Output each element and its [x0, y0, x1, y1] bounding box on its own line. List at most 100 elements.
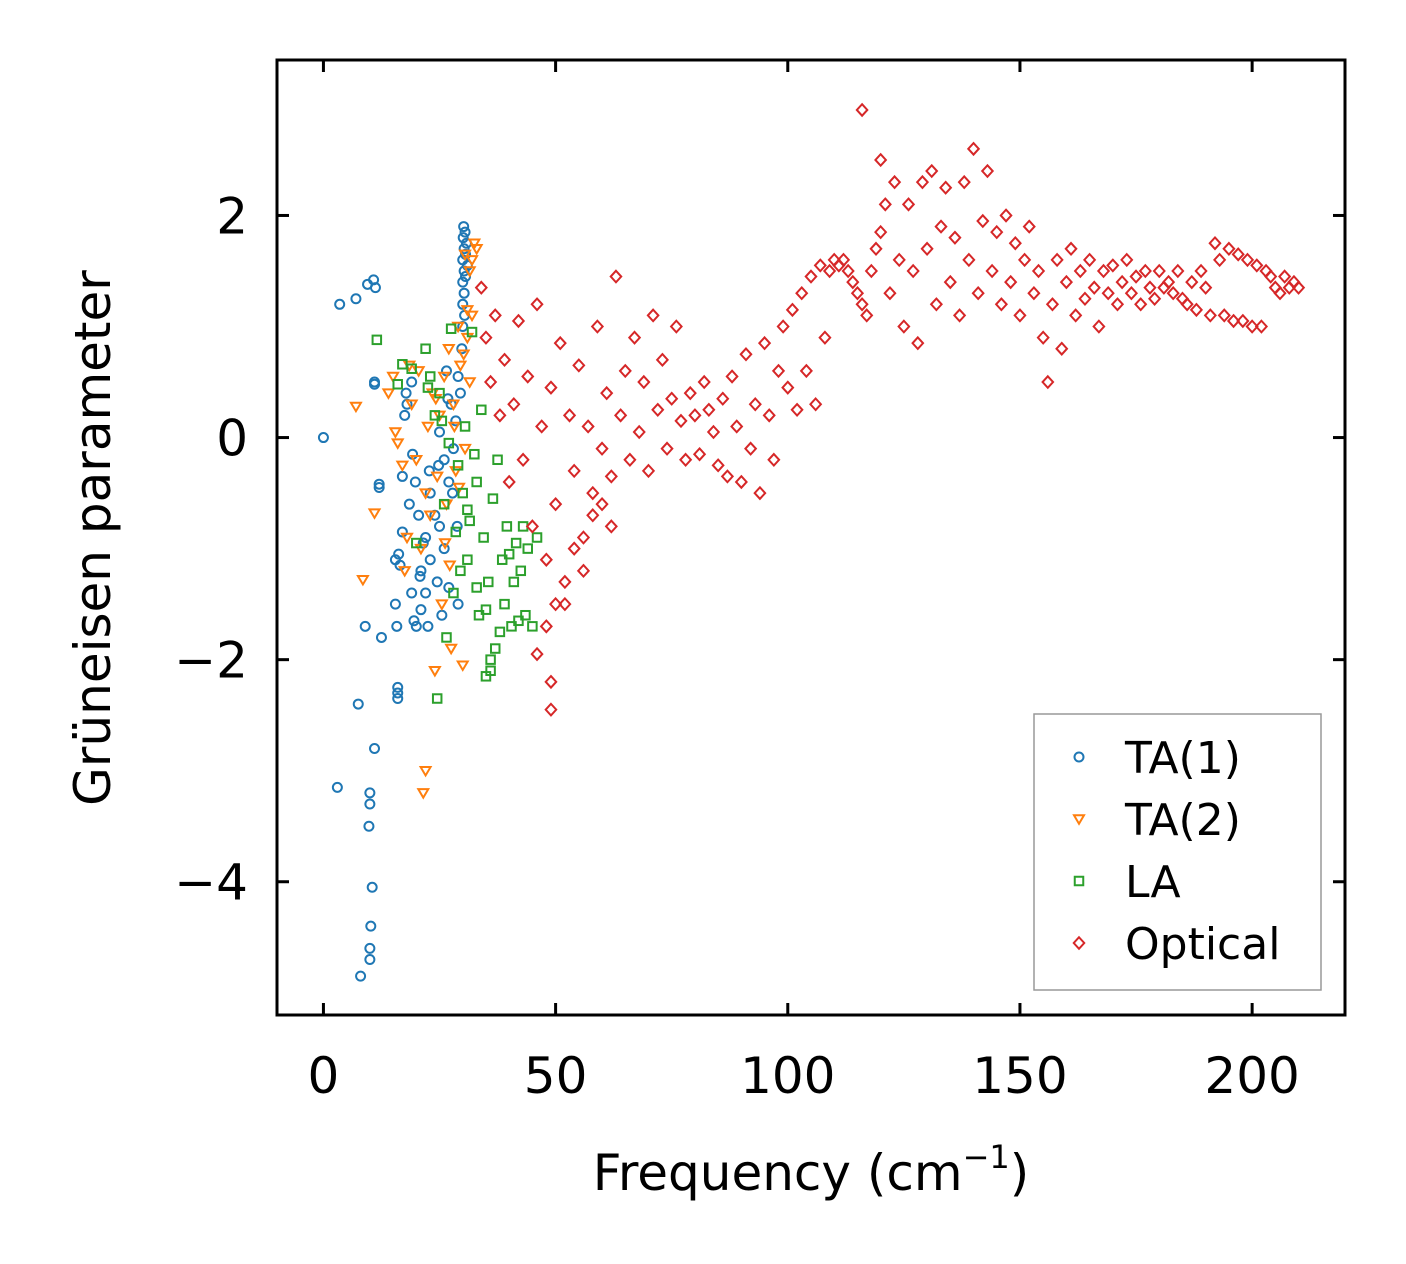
- data-point: [1092, 319, 1106, 334]
- data-point: [458, 221, 470, 233]
- data-point: [544, 702, 558, 717]
- data-point: [925, 163, 939, 179]
- data-point: [567, 463, 581, 479]
- data-point: [423, 465, 435, 477]
- data-point: [462, 554, 473, 565]
- data-point: [434, 387, 445, 399]
- data-point: [1073, 263, 1087, 279]
- data-point: [614, 408, 628, 423]
- data-point: [535, 419, 549, 434]
- data-point: [855, 102, 869, 118]
- data-point: [753, 485, 767, 501]
- data-point: [502, 474, 516, 490]
- data-point: [920, 241, 934, 257]
- data-point: [356, 574, 370, 587]
- data-point: [438, 454, 450, 466]
- data-point: [771, 363, 786, 379]
- data-point: [393, 548, 405, 560]
- data-point: [441, 632, 452, 643]
- data-point: [381, 388, 396, 400]
- data-point: [1096, 263, 1111, 279]
- data-point: [1199, 280, 1213, 295]
- data-point: [456, 343, 468, 355]
- data-point: [669, 319, 683, 334]
- data-point: [1115, 274, 1129, 290]
- data-point: [576, 530, 591, 545]
- data-point: [874, 152, 888, 168]
- data-point: [485, 665, 496, 677]
- data-point: [1059, 274, 1073, 290]
- data-point: [985, 263, 999, 279]
- data-point: [957, 174, 971, 190]
- legend-entry: TA(2): [1072, 795, 1241, 846]
- series-la: [371, 323, 543, 704]
- data-point: [855, 297, 869, 312]
- data-point: [767, 452, 781, 468]
- data-point: [469, 448, 480, 460]
- ticks-layer: 0 50 100 150 200 −4 −2 0 2: [174, 60, 1345, 1105]
- data-point: [878, 197, 892, 212]
- data-point: [1027, 285, 1041, 301]
- data-point: [795, 285, 809, 301]
- data-point: [776, 319, 790, 334]
- data-point: [1087, 280, 1101, 295]
- data-point: [438, 538, 452, 550]
- data-point: [1240, 252, 1255, 268]
- data-point: [406, 363, 417, 374]
- data-point: [586, 508, 600, 523]
- data-point: [458, 287, 470, 299]
- data-point: [424, 554, 436, 566]
- data-point: [655, 352, 670, 368]
- data-point: [539, 552, 553, 567]
- data-point: [428, 666, 442, 678]
- data-point: [489, 643, 501, 654]
- data-point: [860, 308, 874, 323]
- data-point: [375, 631, 387, 643]
- data-point: [1124, 285, 1139, 301]
- data-point: [459, 421, 471, 432]
- data-point: [452, 598, 464, 610]
- data-point: [483, 576, 494, 588]
- data-point: [449, 466, 463, 478]
- data-point: [350, 293, 362, 305]
- data-point: [818, 330, 832, 345]
- data-point: [999, 208, 1013, 223]
- data-point: [1180, 297, 1194, 312]
- data-point: [874, 224, 888, 240]
- data-point: [331, 781, 343, 793]
- x-tick-label: 150: [972, 1047, 1067, 1105]
- data-point: [567, 541, 581, 556]
- data-point: [399, 409, 411, 421]
- data-point: [943, 274, 957, 290]
- data-point: [1069, 308, 1083, 323]
- data-point: [1203, 308, 1217, 323]
- data-point: [516, 452, 530, 468]
- data-point: [1278, 269, 1292, 284]
- data-point: [804, 269, 818, 284]
- data-point: [934, 219, 948, 234]
- data-point: [897, 319, 911, 334]
- data-point: [458, 443, 472, 456]
- data-point: [1171, 263, 1185, 279]
- data-point: [679, 452, 693, 468]
- data-point: [435, 599, 449, 611]
- data-point: [692, 446, 707, 462]
- data-point: [392, 693, 404, 705]
- y-tick-label: 0: [216, 410, 248, 468]
- data-point: [444, 643, 458, 656]
- data-point: [1045, 297, 1060, 312]
- data-point: [367, 508, 382, 520]
- data-point: [485, 654, 496, 665]
- data-point: [1050, 252, 1064, 268]
- data-point: [410, 620, 422, 632]
- legend-label: TA(2): [1124, 795, 1241, 846]
- data-point: [627, 330, 642, 345]
- legend-marker: [1072, 935, 1086, 951]
- data-point: [462, 377, 477, 389]
- data-point: [423, 510, 437, 523]
- data-point: [1236, 313, 1250, 329]
- data-point: [1143, 280, 1157, 295]
- data-point: [1106, 258, 1120, 273]
- data-point: [683, 385, 697, 401]
